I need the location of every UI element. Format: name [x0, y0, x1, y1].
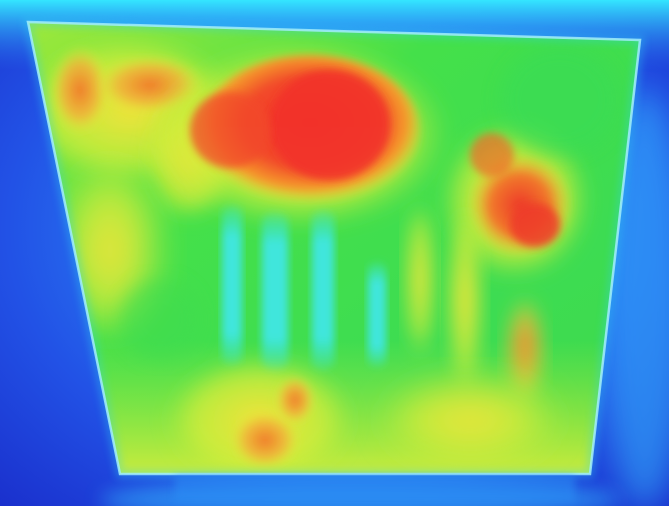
panel-frame-glow — [23, 17, 645, 478]
cool-patch — [500, 45, 620, 155]
warm-spot-bottom — [275, 375, 315, 425]
warm-region-bottom-right — [380, 375, 560, 465]
thermal-panel — [23, 17, 645, 478]
cool-patch — [120, 280, 200, 360]
warm-spot-bottom — [230, 410, 300, 470]
cool-slot — [312, 210, 334, 370]
warm-streak — [405, 200, 435, 360]
hot-spot-right-core — [510, 203, 560, 247]
panel-base-strip — [175, 476, 575, 502]
hot-spot-right-upper — [470, 133, 514, 177]
hot-spot-core — [270, 70, 390, 180]
cool-slot — [262, 212, 288, 370]
cool-slot — [222, 205, 242, 365]
cool-slot — [368, 262, 386, 367]
warm-streak — [50, 45, 110, 135]
hot-spot-left-lobe — [190, 92, 270, 168]
